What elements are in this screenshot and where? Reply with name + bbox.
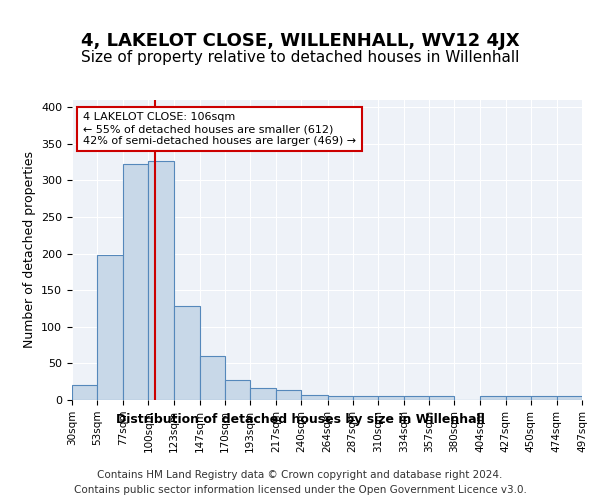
- Bar: [353, 396, 378, 400]
- Bar: [557, 396, 582, 400]
- Bar: [328, 396, 353, 400]
- Text: Contains HM Land Registry data © Crown copyright and database right 2024.: Contains HM Land Registry data © Crown c…: [97, 470, 503, 480]
- Bar: [173, 306, 200, 400]
- Bar: [72, 386, 97, 400]
- Bar: [97, 255, 124, 400]
- Bar: [506, 396, 530, 400]
- Text: 4 LAKELOT CLOSE: 106sqm
← 55% of detached houses are smaller (612)
42% of semi-d: 4 LAKELOT CLOSE: 106sqm ← 55% of detache…: [83, 112, 356, 146]
- Text: Size of property relative to detached houses in Willenhall: Size of property relative to detached ho…: [81, 50, 519, 65]
- Y-axis label: Number of detached properties: Number of detached properties: [23, 152, 35, 348]
- Bar: [378, 396, 404, 400]
- Bar: [301, 395, 328, 400]
- Bar: [124, 164, 148, 400]
- Text: Distribution of detached houses by size in Willenhall: Distribution of detached houses by size …: [116, 412, 484, 426]
- Bar: [276, 390, 301, 400]
- Bar: [225, 380, 250, 400]
- Bar: [250, 388, 276, 400]
- Bar: [481, 396, 506, 400]
- Bar: [148, 162, 173, 400]
- Bar: [429, 396, 454, 400]
- Bar: [200, 356, 225, 400]
- Bar: [404, 396, 429, 400]
- Bar: [530, 396, 557, 400]
- Text: 4, LAKELOT CLOSE, WILLENHALL, WV12 4JX: 4, LAKELOT CLOSE, WILLENHALL, WV12 4JX: [80, 32, 520, 50]
- Text: Contains public sector information licensed under the Open Government Licence v3: Contains public sector information licen…: [74, 485, 526, 495]
